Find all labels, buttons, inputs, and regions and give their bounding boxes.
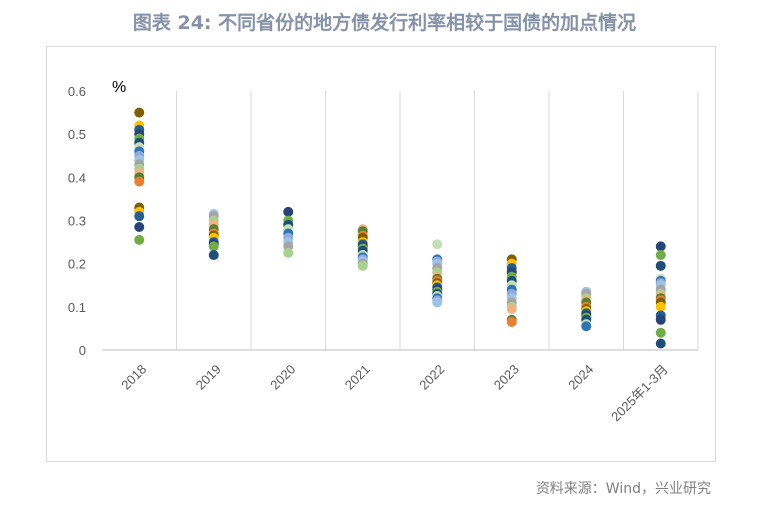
- y-unit-label: %: [112, 79, 126, 96]
- source-note: 资料来源：Wind，兴业研究: [535, 481, 711, 497]
- data-point: [655, 327, 666, 338]
- data-point: [134, 221, 145, 232]
- grid-lines: [176, 91, 699, 350]
- data-point: [208, 250, 219, 261]
- data-point: [655, 314, 666, 325]
- y-tick-label: 0.6: [68, 84, 86, 99]
- data-points: [134, 107, 666, 349]
- data-point: [283, 206, 294, 217]
- data-point: [357, 260, 368, 271]
- chart-title: 图表 24: 不同省份的地方债发行利率相较于国债的加点情况: [132, 12, 637, 34]
- x-tick-label: 2025年1-3月: [608, 362, 671, 425]
- y-tick-label: 0.5: [68, 127, 86, 142]
- data-point: [506, 316, 517, 327]
- x-tick-label: 2022: [416, 362, 447, 393]
- data-point: [134, 176, 145, 187]
- data-point: [134, 211, 145, 222]
- data-point: [134, 234, 145, 245]
- x-tick-label: 2021: [342, 362, 373, 393]
- y-tick-label: 0: [79, 343, 86, 358]
- data-point: [432, 297, 443, 308]
- data-point: [655, 250, 666, 261]
- chart-frame: [46, 46, 716, 462]
- data-point: [208, 241, 219, 252]
- data-point: [283, 247, 294, 258]
- data-point: [655, 260, 666, 271]
- x-tick-label: 2019: [193, 362, 224, 393]
- data-point: [134, 107, 145, 118]
- x-tick-label: 2024: [565, 362, 596, 393]
- y-tick-label: 0.4: [68, 170, 86, 185]
- y-tick-label: 0.3: [68, 214, 86, 229]
- x-tick-label: 2018: [118, 362, 149, 393]
- tick-labels: 0 0.1 0.2 0.3 0.4 0.5 0.6 2018 2019 2020 2021 2022 2…: [68, 84, 671, 424]
- data-point: [432, 239, 443, 250]
- data-point: [506, 303, 517, 314]
- data-point: [581, 321, 592, 332]
- y-tick-label: 0.2: [68, 257, 86, 272]
- x-tick-label: 2023: [491, 362, 522, 393]
- data-point: [655, 241, 666, 252]
- y-tick-label: 0.1: [68, 300, 86, 315]
- x-tick-label: 2020: [267, 362, 298, 393]
- data-point: [655, 301, 666, 312]
- data-point: [655, 338, 666, 349]
